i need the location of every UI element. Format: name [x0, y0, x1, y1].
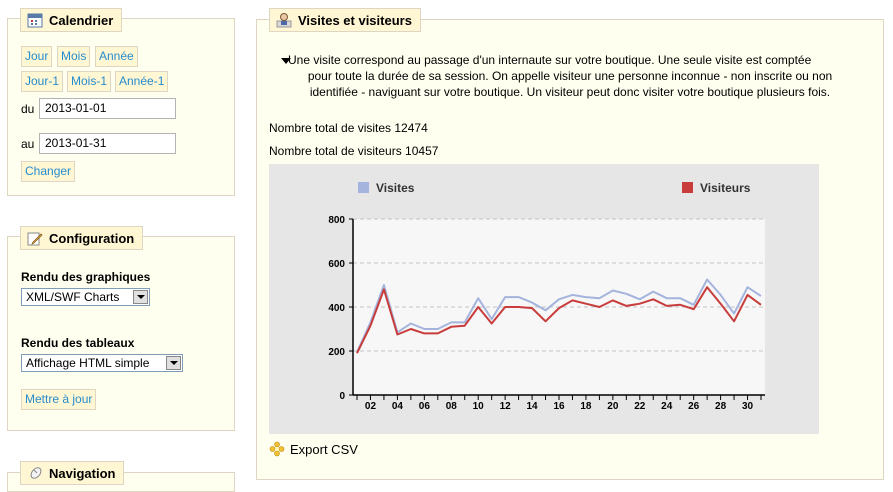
export-csv-link[interactable]: Export CSV [269, 441, 358, 457]
series-line-visiteurs [356, 286, 762, 354]
legend-swatch-visiteurs [682, 182, 693, 193]
tables-rendering-value: Affichage HTML simple [26, 356, 150, 370]
tables-rendering-select[interactable]: Affichage HTML simple [21, 354, 183, 372]
description-line-1: Une visite correspond au passage d'un in… [288, 53, 812, 67]
previous-day-button[interactable]: Jour-1 [21, 71, 64, 92]
series-line-visites [356, 278, 762, 353]
tables-rendering-label: Rendu des tableaux [21, 336, 135, 350]
x-tick-label: 14 [527, 401, 539, 412]
x-tick-label: 06 [419, 401, 431, 412]
x-tick-label: 12 [500, 401, 512, 412]
mouse-icon [27, 465, 43, 481]
x-tick-label: 10 [473, 401, 485, 412]
calendar-title: Calendrier [49, 12, 114, 28]
to-date-input[interactable]: 2013-01-31 [39, 133, 176, 154]
x-tick-label: 04 [392, 401, 404, 412]
previous-year-button[interactable]: Année-1 [115, 71, 169, 92]
month-button[interactable]: Mois [57, 46, 91, 67]
y-tick-label: 800 [328, 215, 345, 226]
x-tick-label: 18 [580, 401, 592, 412]
configuration-title: Configuration [49, 230, 135, 246]
y-tick-label: 400 [328, 303, 345, 314]
visits-chart: 0 200 400 600 800 02 04 06 08 10 12 14 16 18 20 22 24 26 2… [328, 181, 765, 412]
description-toggle-icon[interactable] [281, 58, 291, 64]
visits-legend: Visites et visiteurs [269, 8, 421, 32]
configuration-legend: Configuration [20, 226, 144, 250]
x-tick-label: 24 [661, 401, 673, 412]
x-tick-label: 26 [688, 401, 700, 412]
from-date-input[interactable]: 2013-01-01 [39, 98, 176, 119]
previous-month-button[interactable]: Mois-1 [67, 71, 112, 92]
legend-swatch-visites [358, 182, 369, 193]
to-date-label: au [21, 137, 35, 151]
charts-rendering-label: Rendu des graphiques [21, 270, 151, 284]
navigation-legend: Navigation [20, 461, 125, 485]
chevron-down-icon[interactable] [166, 356, 181, 370]
change-button[interactable]: Changer [21, 161, 76, 182]
total-visitors: Nombre total de visiteurs 10457 [269, 144, 439, 158]
x-tick-label: 16 [553, 401, 565, 412]
y-tick-label: 600 [328, 259, 345, 270]
legend-label-visites: Visites [376, 181, 415, 195]
navigation-title: Navigation [49, 465, 116, 481]
from-date-label: du [21, 102, 35, 116]
update-button[interactable]: Mettre à jour [21, 389, 97, 410]
x-tick-label: 20 [607, 401, 619, 412]
total-visits: Nombre total de visites 12474 [269, 121, 428, 135]
description-line-2: pour toute la durée de sa session. On ap… [307, 69, 833, 83]
y-tick-label: 200 [328, 347, 345, 358]
visits-title: Visites et visiteurs [298, 12, 412, 28]
chevron-down-icon[interactable] [133, 290, 148, 304]
x-tick-label: 30 [742, 401, 754, 412]
calendar-icon [27, 12, 43, 28]
chart-area: 0 200 400 600 800 02 04 06 08 10 12 14 16 18 20 22 24 26 2… [269, 164, 819, 434]
description-line-3: identifiée - naviguant sur votre boutiqu… [309, 85, 831, 99]
export-icon [269, 441, 285, 457]
charts-rendering-value: XML/SWF Charts [26, 290, 120, 304]
calendar-legend: Calendrier [20, 8, 123, 32]
charts-rendering-select[interactable]: XML/SWF Charts [21, 288, 150, 306]
day-button[interactable]: Jour [21, 46, 53, 67]
users-icon [276, 12, 292, 28]
y-tick-label: 0 [339, 391, 345, 402]
year-button[interactable]: Année [95, 46, 138, 67]
pencil-icon [27, 230, 43, 246]
export-csv-label: Export CSV [290, 441, 358, 457]
legend-label-visiteurs: Visiteurs [700, 181, 751, 195]
x-tick-label: 08 [446, 401, 458, 412]
x-tick-label: 28 [715, 401, 727, 412]
x-tick-label: 02 [365, 401, 377, 412]
x-tick-label: 22 [634, 401, 646, 412]
